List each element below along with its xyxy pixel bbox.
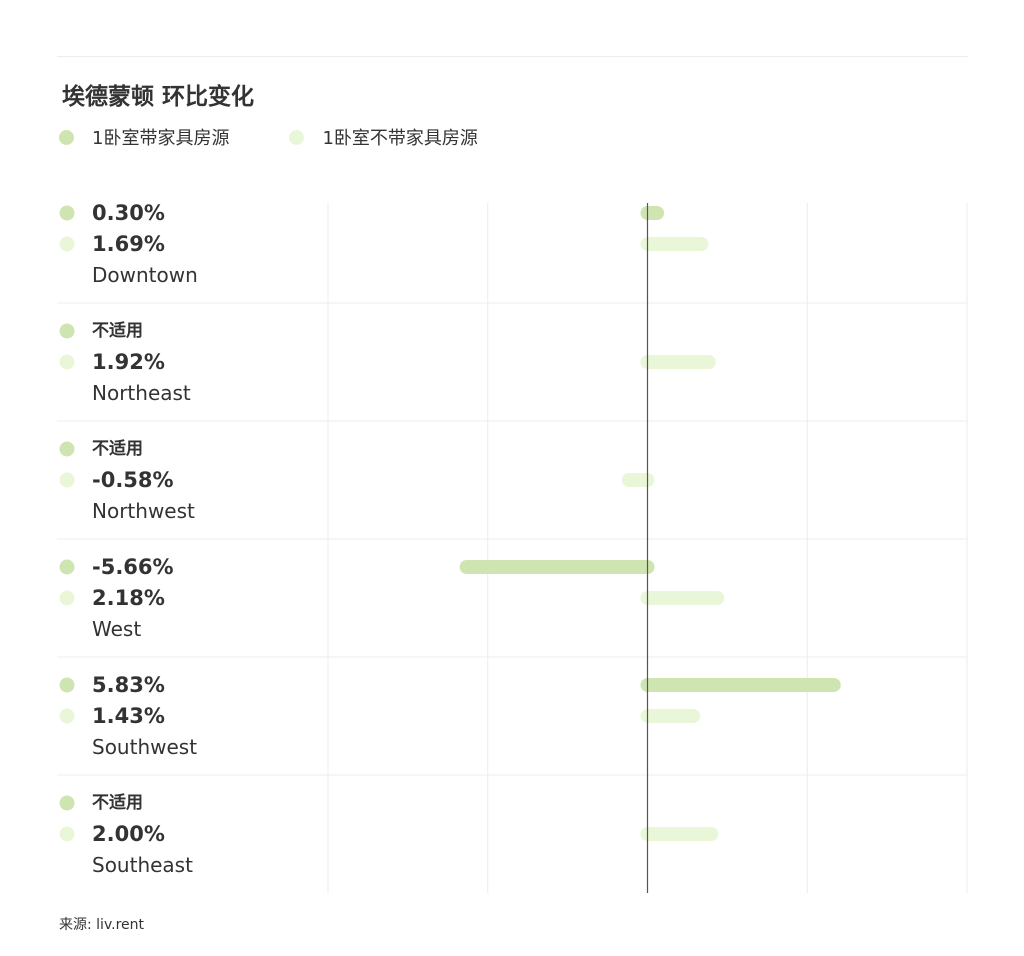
- legend: 1卧室带家具房源 1卧室不带家具房源: [59, 124, 538, 150]
- series-marker-1-3: [59, 590, 75, 606]
- bar-1-2: [621, 473, 655, 487]
- bar-1-4: [640, 709, 701, 723]
- category-label-5: Southeast: [92, 853, 193, 877]
- legend-item-furnished: 1卧室带家具房源: [59, 124, 229, 150]
- value-label-1-0: 1.69%: [92, 232, 165, 256]
- category-label-3: West: [92, 617, 141, 641]
- series-marker-0-3: [59, 559, 75, 575]
- bar-1-3: [640, 591, 725, 605]
- value-label-1-5: 2.00%: [92, 822, 165, 846]
- top-divider: [57, 56, 968, 57]
- bar-1-0: [640, 237, 709, 251]
- category-label-2: Northwest: [92, 499, 195, 523]
- series-marker-0-1: [59, 323, 75, 339]
- value-label-1-4: 1.43%: [92, 704, 165, 728]
- bar-1-1: [640, 355, 716, 369]
- value-label-0-1: 不适用: [92, 321, 143, 341]
- bar-0-4: [640, 678, 841, 692]
- series-marker-0-4: [59, 677, 75, 693]
- series-marker-0-0: [59, 205, 75, 221]
- legend-marker-unfurnished: [289, 129, 305, 145]
- legend-marker-furnished: [59, 129, 74, 145]
- legend-item-unfurnished: 1卧室不带家具房源: [289, 124, 478, 150]
- category-label-1: Northeast: [92, 381, 191, 405]
- value-label-0-2: 不适用: [92, 439, 143, 459]
- value-label-1-2: -0.58%: [92, 468, 174, 492]
- source-note: 来源: liv.rent: [59, 917, 145, 933]
- series-marker-1-1: [59, 354, 75, 370]
- series-marker-1-0: [59, 236, 75, 252]
- series-marker-1-5: [59, 826, 75, 842]
- legend-label-unfurnished: 1卧室不带家具房源: [322, 128, 478, 149]
- bar-1-5: [640, 827, 719, 841]
- series-marker-1-4: [59, 708, 75, 724]
- value-label-0-4: 5.83%: [92, 673, 165, 697]
- chart-title: 埃德蒙顿 环比变化: [62, 84, 255, 110]
- series-marker-0-5: [59, 795, 75, 811]
- value-label-1-3: 2.18%: [92, 586, 165, 610]
- series-marker-1-2: [59, 472, 75, 488]
- value-label-0-0: 0.30%: [92, 201, 165, 225]
- value-label-0-5: 不适用: [92, 793, 143, 813]
- category-label-4: Southwest: [92, 735, 197, 759]
- series-marker-0-2: [59, 441, 75, 457]
- value-label-1-1: 1.92%: [92, 350, 165, 374]
- category-label-0: Downtown: [92, 263, 198, 287]
- bar-0-3: [459, 560, 655, 574]
- value-label-0-3: -5.66%: [92, 555, 174, 579]
- bar-0-0: [640, 206, 665, 220]
- legend-label-furnished: 1卧室带家具房源: [92, 128, 230, 149]
